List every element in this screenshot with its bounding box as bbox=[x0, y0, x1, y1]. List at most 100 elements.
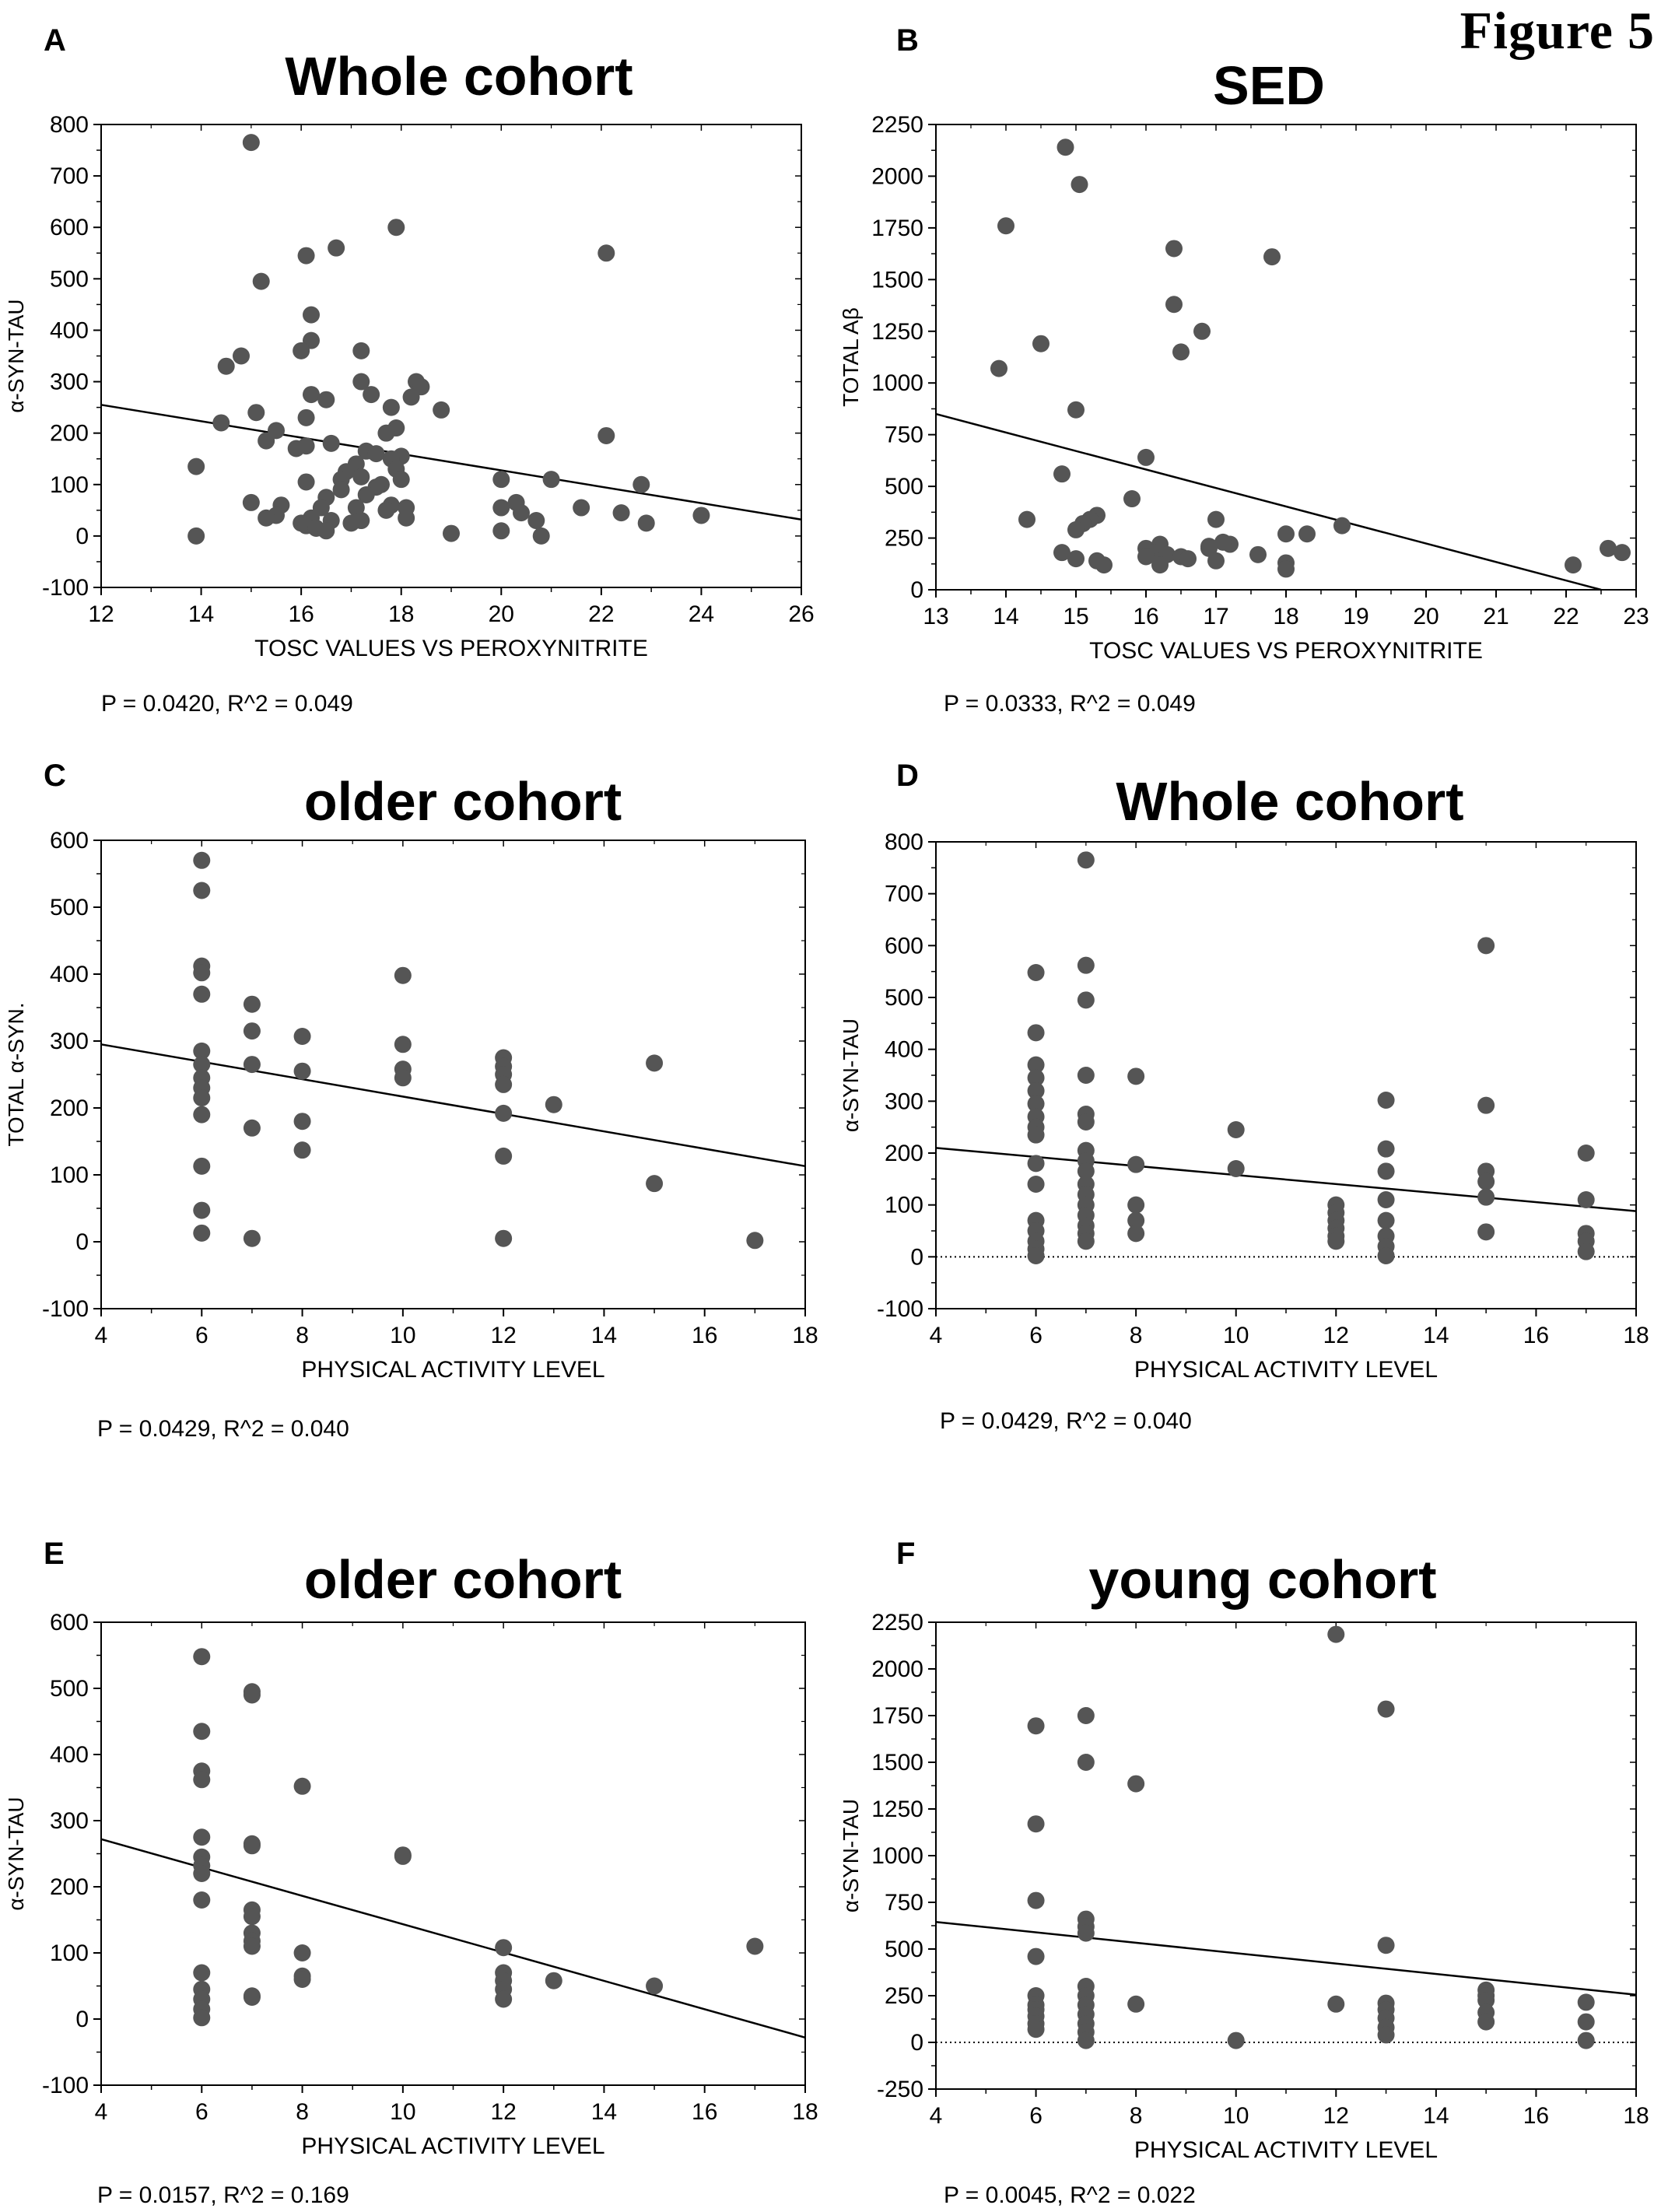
x-tick-label: 18 bbox=[1623, 1323, 1649, 1348]
x-tick-label: 22 bbox=[1553, 604, 1579, 629]
y-tick-label: 100 bbox=[885, 1193, 923, 1218]
data-point bbox=[495, 1229, 513, 1247]
y-axis-label: TOTAL Aβ bbox=[839, 307, 863, 407]
data-point bbox=[1057, 138, 1074, 156]
y-axis-label: α-SYN-TAU bbox=[839, 1018, 863, 1132]
panel-letter: E bbox=[44, 1537, 65, 1571]
panel-letter: F bbox=[896, 1537, 916, 1571]
data-point bbox=[1165, 296, 1183, 314]
y-tick-label: 400 bbox=[50, 317, 89, 343]
x-tick-label: 22 bbox=[588, 601, 614, 627]
data-point bbox=[1577, 1191, 1595, 1208]
x-tick-label: 17 bbox=[1203, 604, 1228, 629]
x-axis-label: TOSC VALUES VS PEROXYNITRITE bbox=[1089, 638, 1483, 664]
data-point bbox=[193, 1157, 211, 1175]
x-tick-label: 16 bbox=[692, 1323, 717, 1348]
y-tick-label: 400 bbox=[50, 1742, 89, 1768]
data-point bbox=[433, 401, 450, 419]
panel-e: E older cohort 4 6 8 10 12 14 16 18 -100 0 100 200 3… bbox=[0, 1525, 831, 2212]
y-tick-label: -100 bbox=[42, 2073, 89, 2098]
x-tick-label: 14 bbox=[1423, 1323, 1449, 1348]
y-tick-label: 400 bbox=[885, 1037, 923, 1063]
x-tick-label: 12 bbox=[490, 2099, 516, 2125]
x-tick-label: 12 bbox=[490, 1323, 516, 1348]
data-point bbox=[193, 2009, 211, 2027]
panel-b: B SED 13 14 15 16 17 18 19 20 21 22 23 0 250 500 750 10… bbox=[831, 0, 1661, 731]
x-tick-label: 10 bbox=[390, 1323, 415, 1348]
data-point bbox=[1477, 937, 1495, 955]
data-point bbox=[646, 1175, 664, 1193]
data-point bbox=[193, 1089, 211, 1107]
data-point bbox=[1327, 1232, 1345, 1250]
panel-letter: C bbox=[44, 759, 66, 793]
y-tick-label: 100 bbox=[50, 1162, 89, 1188]
x-tick-label: 26 bbox=[788, 601, 814, 627]
data-point bbox=[193, 1828, 211, 1846]
x-tick-label: 14 bbox=[591, 2099, 617, 2125]
data-point bbox=[492, 471, 510, 489]
data-point bbox=[1477, 1173, 1495, 1190]
data-point bbox=[352, 512, 370, 530]
data-point bbox=[1077, 1067, 1095, 1084]
data-point bbox=[1077, 851, 1095, 869]
data-point bbox=[1137, 548, 1155, 566]
y-tick-label: 800 bbox=[885, 829, 923, 855]
y-tick-label: 2000 bbox=[871, 1656, 923, 1682]
x-tick-label: 16 bbox=[1133, 604, 1158, 629]
data-point bbox=[193, 964, 211, 982]
data-point bbox=[1477, 2013, 1495, 2031]
y-tick-label: 400 bbox=[50, 962, 89, 987]
data-point bbox=[513, 504, 530, 522]
data-point bbox=[1053, 465, 1071, 483]
scatter-plot-c: 4 6 8 10 12 14 16 18 -100 0 100 200 300 400 500 600 PHYS… bbox=[4, 828, 818, 1383]
data-point bbox=[532, 527, 550, 545]
x-tick-label: 12 bbox=[1323, 2103, 1349, 2129]
x-tick-label: 8 bbox=[296, 2099, 309, 2125]
x-tick-label: 14 bbox=[188, 601, 214, 627]
y-tick-label: 600 bbox=[50, 215, 89, 240]
y-tick-label: 750 bbox=[885, 1890, 923, 1916]
data-point bbox=[1127, 1067, 1145, 1085]
y-tick-label: 300 bbox=[50, 370, 89, 395]
data-point bbox=[1067, 401, 1085, 419]
data-point bbox=[495, 1104, 513, 1122]
data-point bbox=[297, 408, 315, 426]
data-point bbox=[293, 1027, 311, 1045]
panel-letter: B bbox=[896, 23, 919, 58]
x-tick-label: 18 bbox=[388, 601, 414, 627]
data-point bbox=[1077, 1754, 1095, 1771]
regression-line bbox=[935, 1147, 1637, 1212]
y-tick-label: 600 bbox=[50, 1610, 89, 1635]
data-point bbox=[646, 1977, 664, 1995]
stats-text: P = 0.0045, R^2 = 0.022 bbox=[944, 2182, 1196, 2208]
data-point bbox=[217, 357, 235, 375]
stats-text: P = 0.0429, R^2 = 0.040 bbox=[940, 1408, 1192, 1434]
data-point bbox=[492, 499, 510, 517]
data-point bbox=[1327, 1625, 1345, 1643]
data-point bbox=[495, 1939, 513, 1957]
data-point bbox=[1027, 1891, 1045, 1909]
data-point bbox=[1027, 1717, 1045, 1735]
y-tick-label: -250 bbox=[877, 2077, 923, 2102]
panel-c: C older cohort 4 6 8 10 12 14 16 18 -100 0 100 200 3… bbox=[0, 747, 831, 1478]
data-point bbox=[363, 386, 380, 404]
data-point bbox=[242, 134, 260, 152]
y-tick-label: 300 bbox=[885, 1088, 923, 1114]
y-tick-label: 500 bbox=[885, 1937, 923, 1962]
data-point bbox=[443, 524, 460, 542]
data-point bbox=[1207, 510, 1225, 528]
panel-f: F young cohort 4 6 8 10 12 14 16 18 -250 0 250 500 7… bbox=[831, 1525, 1661, 2212]
data-point bbox=[1172, 343, 1190, 361]
x-tick-label: 21 bbox=[1483, 604, 1509, 629]
data-point bbox=[377, 424, 395, 442]
x-tick-label: 16 bbox=[1523, 2103, 1549, 2129]
data-point bbox=[997, 217, 1014, 235]
plot-frame bbox=[935, 124, 1637, 591]
data-point bbox=[1123, 490, 1141, 508]
data-point bbox=[287, 440, 305, 457]
y-tick-label: 2250 bbox=[871, 1610, 923, 1635]
y-tick-label: 600 bbox=[50, 828, 89, 854]
data-point bbox=[1071, 176, 1088, 194]
x-tick-label: 4 bbox=[930, 1323, 943, 1348]
x-tick-label: 18 bbox=[792, 2099, 818, 2125]
